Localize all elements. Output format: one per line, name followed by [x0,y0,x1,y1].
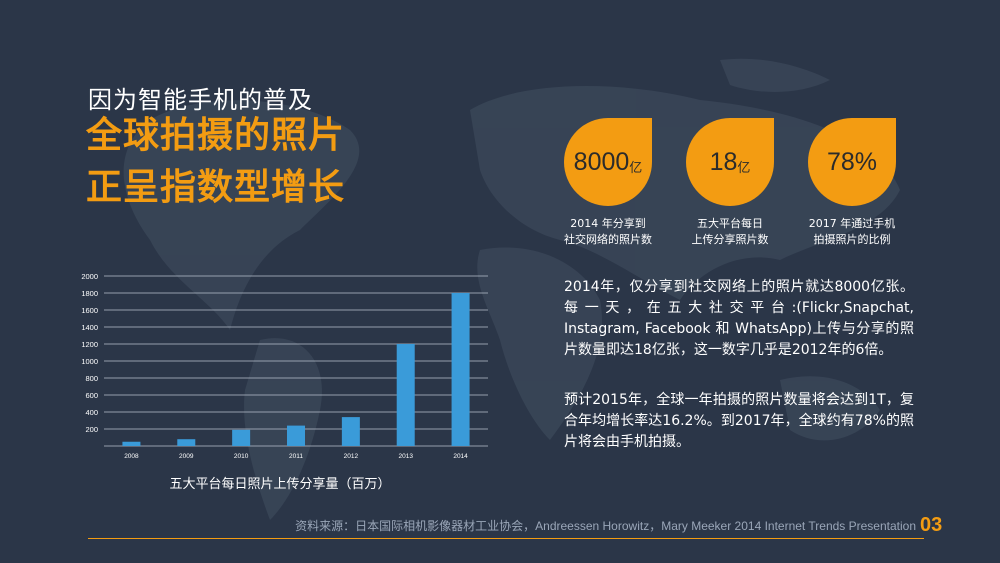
source-note: 资料来源：日本国际相机影像器材工业协会，Andreessen Horowitz，… [295,519,916,533]
bar-2010 [232,429,251,446]
x-tick-label: 2011 [289,453,303,460]
y-tick-label: 1400 [81,323,98,332]
stat-caption-line: 上传分享照片数 [691,233,769,246]
stat-number: 78% [826,147,878,176]
y-tick-label: 1000 [81,357,98,366]
y-tick-label: 1800 [81,289,98,298]
headline-line-1: 全球拍摄的照片 [86,115,346,156]
paragraph-1: 2014年，仅分享到社交网络上的照片就达8000亿张。每一天，在五大社交平台:(… [564,279,914,358]
stat-value: 78% [808,118,896,206]
stat-caption-line: 五大平台每日 [697,217,763,230]
stat-caption-line: 社交网络的照片数 [564,233,652,246]
x-tick-label: 2013 [398,453,413,460]
y-tick-label: 1200 [81,340,98,349]
bar-2014 [451,293,470,446]
y-tick-label: 2000 [81,272,98,281]
stat-caption: 2017 年通过手机 拍摄照片的比例 [782,216,922,248]
bar-2009 [177,439,196,446]
y-tick-label: 1600 [81,306,98,315]
headline-line-2: 正呈指数型增长 [86,167,346,208]
stat-caption: 五大平台每日 上传分享照片数 [660,216,800,248]
y-tick-label: 800 [85,374,98,383]
x-tick-label: 2008 [124,453,139,460]
x-tick-label: 2010 [234,453,249,460]
bar-2013 [396,344,415,446]
y-tick-label: 200 [85,425,98,434]
paragraph-2: 预计2015年，全球一年拍摄的照片数量将会达到1T，复合年均增长率达16.2%。… [564,392,914,450]
stat-number: 8000 [573,147,630,176]
drop-shape [808,118,896,206]
bar-2011 [287,425,305,446]
chart-title: 五大平台每日照片上传分享量（百万） [169,477,391,492]
stat-caption-line: 拍摄照片的比例 [813,233,891,246]
stat-unit: 亿 [737,159,751,175]
x-tick-label: 2014 [453,453,468,460]
stat-unit: 亿 [629,159,643,175]
footer-divider [88,538,924,539]
stat-value: 8000 亿 [564,118,652,206]
stat-mobile-ratio: 78% 2017 年通过手机 拍摄照片的比例 [808,118,896,246]
stat-number: 18 [709,147,738,176]
drop-shape [686,118,774,206]
y-tick-label: 400 [85,408,98,417]
stat-value: 18 亿 [686,118,774,206]
subtitle: 因为智能手机的普及 [88,86,313,114]
stat-caption-line: 2017 年通过手机 [808,217,896,230]
stat-caption: 2014 年分享到 社交网络的照片数 [538,216,678,248]
x-tick-label: 2012 [344,453,359,460]
stat-daily-uploads: 18 亿 五大平台每日 上传分享照片数 [686,118,774,246]
y-tick-label: 600 [85,391,98,400]
stat-shared-photos: 8000 亿 2014 年分享到 社交网络的照片数 [564,118,652,246]
drop-shape [564,118,652,206]
page-number: 03 [920,514,943,536]
bar-2012 [341,417,360,446]
bar-2008 [122,441,141,446]
stat-caption-line: 2014 年分享到 [570,217,646,230]
upload-bar-chart: 200 400 600 800 1000 1200 1400 1600 1800 2000 2008… [81,272,488,460]
x-tick-label: 2009 [179,453,194,460]
